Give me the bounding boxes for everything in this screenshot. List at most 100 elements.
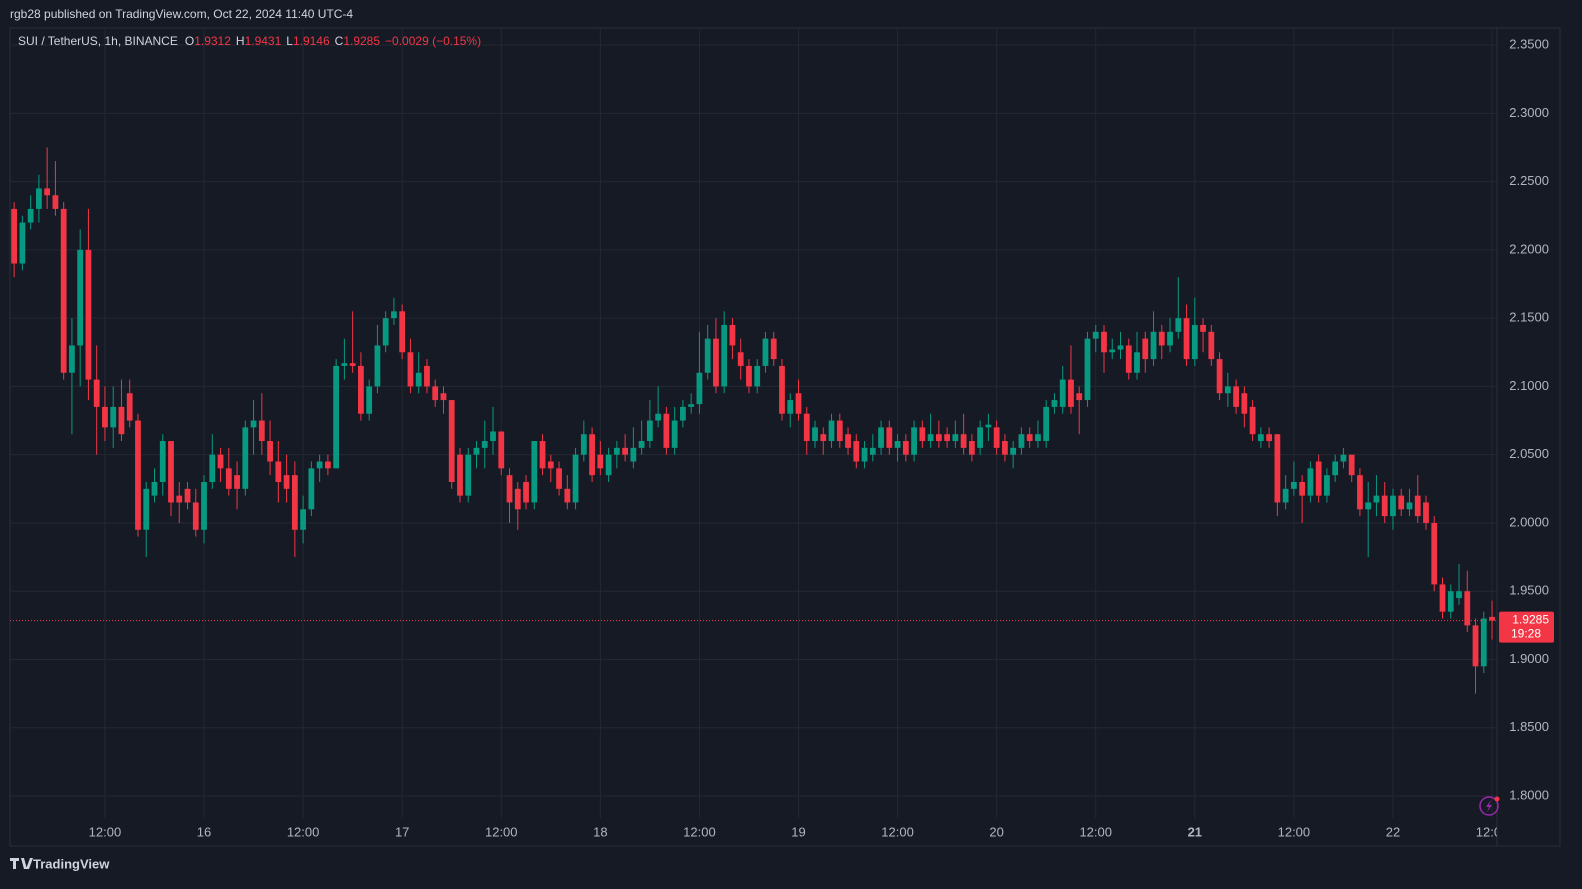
candle-body [779, 365, 785, 414]
candle-body [1348, 454, 1355, 476]
candle-body [184, 488, 191, 503]
candle-body [1035, 434, 1041, 442]
candle-body [1200, 324, 1206, 332]
icon-dot[interactable] [1494, 796, 1500, 802]
candle-body [1373, 495, 1380, 503]
candle-body [1101, 331, 1107, 353]
candle-body [861, 447, 868, 462]
candle-body [349, 363, 356, 366]
candle-body [1307, 468, 1314, 496]
candle-body [1084, 338, 1091, 401]
legend-change: −0.0029 (−0.15%) [385, 34, 481, 48]
lightning-icon[interactable] [1479, 796, 1500, 816]
candle-body [424, 365, 430, 387]
candle-body [1357, 475, 1363, 510]
legend: SUI / TetherUS, 1h, BINANCE O1.9312 H1.943… [18, 34, 481, 48]
candle-body [448, 400, 455, 482]
legend-value: 1.9146 [293, 34, 330, 48]
candle-body [572, 454, 579, 503]
candle-body [803, 413, 810, 442]
candle-body [432, 386, 439, 401]
y-tick-label: 2.3500 [1509, 37, 1549, 52]
candle-body [878, 427, 884, 448]
candle-body [1489, 616, 1495, 621]
candle-body [300, 509, 306, 530]
candle-body [960, 434, 967, 448]
candle-body [490, 431, 496, 442]
legend-symbol: SUI / TetherUS, 1h, BINANCE [18, 34, 178, 48]
candle-body [1150, 331, 1157, 360]
x-tick-label: 12:00 [1278, 824, 1311, 839]
y-tick-label: 1.9500 [1509, 583, 1549, 598]
candle-body [1332, 461, 1339, 476]
last-price-box [1499, 611, 1554, 643]
candle-body [1076, 393, 1083, 401]
y-tick-label: 2.2000 [1509, 241, 1549, 256]
candle-body [44, 188, 51, 196]
x-tick-label: 19 [791, 824, 805, 839]
candle-body [1257, 434, 1264, 442]
candle-body [1175, 318, 1182, 332]
candle-body [77, 249, 84, 346]
candle-body [547, 461, 554, 469]
candle-body [680, 406, 686, 421]
candle-body [473, 447, 480, 455]
candle-body [1109, 349, 1116, 353]
candle-body [159, 441, 166, 482]
candle-body [1406, 502, 1413, 510]
candle-body [812, 427, 818, 442]
legend-value: 1.9285 [343, 34, 380, 48]
candle-body [927, 434, 934, 442]
candle-body [605, 454, 612, 476]
legend-key: L [286, 34, 293, 48]
candle-body [225, 468, 232, 489]
candle-body [1241, 393, 1248, 414]
candle-body [60, 208, 67, 373]
header: rgb28 published on TradingView.com, Oct … [10, 7, 353, 21]
candle-body [1134, 352, 1140, 373]
candle-body [52, 195, 59, 209]
candle-body [217, 454, 224, 469]
candle-body [539, 441, 546, 469]
candle-body [275, 461, 282, 482]
candle-body [506, 475, 513, 503]
y-tick-label: 1.8500 [1509, 719, 1549, 734]
candle-body [283, 475, 290, 489]
icon-ring[interactable] [1479, 796, 1499, 816]
countdown-label: 19:28 [1511, 627, 1541, 641]
candle-body [1051, 400, 1058, 407]
candle-body [1274, 434, 1281, 503]
candle-body [399, 311, 406, 353]
candle-body [746, 365, 752, 387]
candle-body [688, 404, 695, 407]
candle-body [1299, 481, 1306, 496]
candle-body [19, 222, 26, 264]
candle-body [663, 413, 670, 448]
x-tick-label: 12:00 [287, 824, 320, 839]
x-tick-label: 12:00 [1079, 824, 1112, 839]
candle-body [143, 488, 150, 530]
candle-body [1043, 406, 1050, 442]
candle-body [1282, 488, 1289, 503]
candle-body [820, 434, 827, 442]
candle-body [250, 420, 257, 428]
last-price-label: 1.9285 [1512, 613, 1549, 627]
candle-body [1002, 441, 1008, 455]
y-tick-label: 2.0000 [1509, 514, 1549, 529]
candle-body [564, 488, 571, 503]
candle-body [754, 365, 761, 387]
y-tick-label: 1.8000 [1509, 787, 1549, 802]
candle-body [1010, 447, 1017, 455]
x-tick-label: 12:00 [485, 824, 518, 839]
candle-body [1266, 434, 1273, 442]
candle-body [894, 441, 901, 448]
icon-bolt[interactable] [1486, 800, 1492, 812]
candle-body [341, 363, 348, 366]
candle-body [85, 249, 92, 380]
candle-body [258, 420, 265, 442]
y-tick-label: 2.1500 [1509, 310, 1549, 325]
legend-value: 1.9431 [245, 34, 282, 48]
candle-body [1381, 495, 1388, 517]
candle-body [1431, 522, 1438, 585]
